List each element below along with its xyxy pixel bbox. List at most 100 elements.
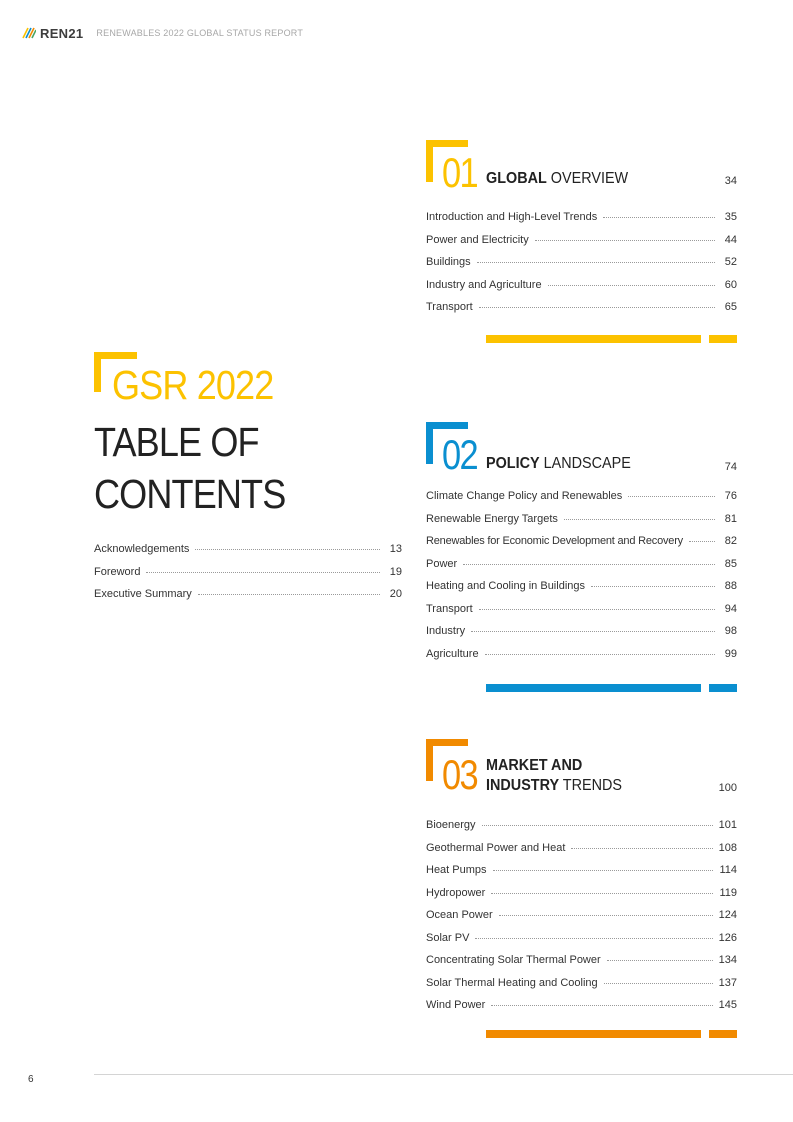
dot-leader bbox=[463, 563, 715, 565]
dot-leader bbox=[471, 631, 715, 632]
entry-label: Buildings bbox=[426, 256, 471, 268]
report-title: RENEWABLES 2022 GLOBAL STATUS REPORT bbox=[96, 28, 304, 38]
entry-label: Renewables for Economic Development and … bbox=[426, 535, 683, 547]
toc-entry[interactable]: Solar PV 126 bbox=[426, 932, 737, 955]
toc-entry[interactable]: Heating and Cooling in Buildings 88 bbox=[426, 580, 737, 603]
section-title[interactable]: POLICY LANDSCAPE bbox=[486, 454, 631, 474]
toc-entry[interactable]: Concentrating Solar Thermal Power 134 bbox=[426, 954, 737, 977]
entry-page: 99 bbox=[724, 647, 737, 660]
toc-entry-acknowledgements[interactable]: Acknowledgements 13 bbox=[94, 543, 402, 566]
bottom-bar bbox=[486, 1030, 701, 1038]
entry-label: Bioenergy bbox=[426, 819, 476, 831]
dot-leader bbox=[197, 594, 380, 595]
toc-entry[interactable]: Buildings 52 bbox=[426, 256, 737, 279]
entry-page: 85 bbox=[724, 557, 737, 570]
toc-entry[interactable]: Wind Power 145 bbox=[426, 999, 737, 1022]
entry-label: Heat Pumps bbox=[426, 864, 487, 876]
toc-entry[interactable]: Power and Electricity 44 bbox=[426, 234, 737, 257]
toc-title-line1: TABLE OF bbox=[94, 419, 260, 465]
toc-entry[interactable]: Power 85 bbox=[426, 558, 737, 581]
entry-page: 76 bbox=[724, 490, 737, 502]
toc-entry[interactable]: Introduction and High-Level Trends 35 bbox=[426, 211, 737, 234]
entry-page: 137 bbox=[718, 976, 737, 989]
dot-leader bbox=[481, 825, 713, 826]
section-title-rest: TRENDS bbox=[562, 777, 623, 794]
entry-label: Power and Electricity bbox=[426, 233, 529, 246]
dot-leader bbox=[491, 1005, 713, 1006]
toc-entry[interactable]: Ocean Power 124 bbox=[426, 909, 737, 932]
entry-label: Renewable Energy Targets bbox=[426, 512, 558, 525]
toc-entry[interactable]: Transport 94 bbox=[426, 603, 737, 626]
entry-label: Ocean Power bbox=[426, 909, 493, 921]
toc-entry[interactable]: Industry and Agriculture 60 bbox=[426, 279, 737, 302]
entry-label: Acknowledgements bbox=[94, 543, 190, 555]
toc-entry[interactable]: Renewables for Economic Development and … bbox=[426, 535, 737, 558]
section-number: 01 bbox=[442, 149, 479, 196]
entry-page: 82 bbox=[724, 535, 737, 547]
entry-page: 126 bbox=[718, 931, 737, 944]
entry-label: Solar PV bbox=[426, 931, 470, 944]
entry-page: 81 bbox=[724, 512, 737, 525]
entry-page: 134 bbox=[718, 954, 737, 966]
section-02-frame bbox=[426, 422, 737, 692]
dot-leader bbox=[146, 571, 380, 573]
toc-entry-foreword[interactable]: Foreword 19 bbox=[94, 566, 402, 589]
entry-page: 124 bbox=[718, 909, 737, 921]
entry-label: Wind Power bbox=[426, 999, 486, 1011]
section-title-bold: POLICY bbox=[486, 455, 540, 472]
entry-label: Hydropower bbox=[426, 886, 486, 899]
entry-label: Industry bbox=[426, 625, 466, 637]
dot-leader bbox=[478, 608, 715, 610]
dot-leader bbox=[603, 982, 713, 984]
toc-entry[interactable]: Heat Pumps 114 bbox=[426, 864, 737, 887]
section-title[interactable]: GLOBAL OVERVIEW bbox=[486, 169, 628, 189]
toc-entry-executive-summary[interactable]: Executive Summary 20 bbox=[94, 588, 402, 611]
toc-entry[interactable]: Renewable Energy Targets 81 bbox=[426, 513, 737, 536]
toc-entry[interactable]: Agriculture 99 bbox=[426, 648, 737, 671]
entry-label: Power bbox=[426, 557, 458, 570]
dot-leader bbox=[563, 518, 715, 520]
toc-entry[interactable]: Bioenergy 101 bbox=[426, 819, 737, 842]
section-title-bold-line1: MARKET AND bbox=[486, 757, 583, 774]
entry-label: Concentrating Solar Thermal Power bbox=[426, 954, 601, 966]
toc-title-line2: CONTENTS bbox=[94, 471, 286, 517]
section-03-frame bbox=[426, 739, 737, 1038]
dot-leader bbox=[498, 915, 713, 916]
section-title[interactable]: MARKET AND INDUSTRY TRENDS bbox=[486, 756, 622, 796]
section-03-list: Bioenergy 101 Geothermal Power and Heat 10… bbox=[426, 819, 737, 1022]
dot-leader bbox=[491, 892, 714, 894]
entry-page: 119 bbox=[719, 886, 737, 899]
entry-label: Industry and Agriculture bbox=[426, 278, 542, 291]
entry-page: 13 bbox=[389, 543, 402, 555]
entry-label: Introduction and High-Level Trends bbox=[426, 211, 598, 223]
toc-entry[interactable]: Climate Change Policy and Renewables 76 bbox=[426, 490, 737, 513]
yellow-bracket-icon bbox=[94, 352, 137, 392]
entry-label: Agriculture bbox=[426, 647, 479, 660]
toc-entry[interactable]: Geothermal Power and Heat 108 bbox=[426, 842, 737, 865]
toc-entry[interactable]: Industry 98 bbox=[426, 625, 737, 648]
front-matter-list: Acknowledgements 13 Foreword 19 Executiv… bbox=[94, 543, 402, 611]
entry-page: 20 bbox=[389, 588, 402, 600]
section-01-frame bbox=[426, 140, 737, 343]
section-02-list: Climate Change Policy and Renewables 76 R… bbox=[426, 490, 737, 670]
dot-leader bbox=[476, 262, 715, 263]
entry-page: 52 bbox=[724, 256, 737, 268]
bottom-bar bbox=[486, 335, 701, 343]
footer-divider bbox=[94, 1074, 793, 1075]
section-title-rest: LANDSCAPE bbox=[543, 455, 631, 472]
section-02-policy-landscape: 02 POLICY LANDSCAPE 74 Climate Change Po… bbox=[426, 422, 737, 697]
page-header: REN21 RENEWABLES 2022 GLOBAL STATUS REPO… bbox=[22, 26, 304, 41]
entry-label: Executive Summary bbox=[94, 588, 192, 600]
toc-entry[interactable]: Hydropower 119 bbox=[426, 887, 737, 910]
entry-page: 94 bbox=[724, 602, 737, 615]
page-number: 6 bbox=[28, 1074, 34, 1085]
section-number: 03 bbox=[442, 751, 479, 798]
bracket-top-left bbox=[426, 422, 468, 464]
toc-entry[interactable]: Transport 65 bbox=[426, 301, 737, 324]
bracket-bottom-right bbox=[709, 684, 737, 692]
bracket-bottom-right bbox=[709, 1030, 737, 1038]
dot-leader bbox=[571, 847, 713, 849]
toc-entry[interactable]: Solar Thermal Heating and Cooling 137 bbox=[426, 977, 737, 1000]
entry-page: 101 bbox=[718, 819, 737, 831]
bottom-bar bbox=[486, 684, 701, 692]
